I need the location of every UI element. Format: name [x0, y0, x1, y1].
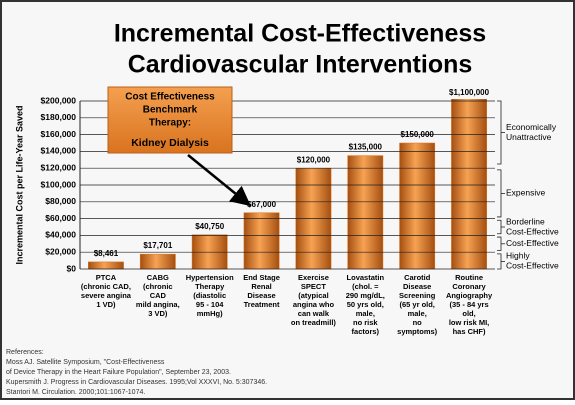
x-tick-label: 95 - 104 [196, 300, 224, 309]
bar [139, 253, 176, 270]
x-tick-label: male, [408, 309, 427, 318]
band-label: Cost-Effective [506, 226, 559, 236]
callout-arrow [187, 154, 251, 207]
x-tick-label: factors) [352, 327, 380, 336]
value-label: $135,000 [349, 143, 383, 152]
x-tick-label: symptoms) [397, 327, 438, 336]
x-tick-label: (chronic CAD, [81, 282, 131, 291]
reference: Stantori M. Circulation. 2000;101:1067-1… [6, 389, 145, 396]
y-tick-label: $140,000 [41, 146, 77, 156]
x-tick-label: male, [356, 309, 375, 318]
x-tick-label: old, [462, 309, 475, 318]
x-tick-label: Therapy [195, 282, 225, 291]
value-label: $40,750 [195, 222, 224, 231]
x-tick-label: End Stage [243, 273, 280, 282]
x-tick-label: low risk MI, [449, 318, 489, 327]
x-tick-label: Renal [251, 282, 271, 291]
x-tick-label: Routine [455, 273, 483, 282]
value-label: $150,000 [401, 130, 435, 139]
x-tick-label: Disease [247, 291, 275, 300]
x-tick-label: 50 yrs old, [347, 300, 384, 309]
band-label: Expensive [506, 188, 545, 198]
x-tick-label: 3 VD) [148, 309, 168, 318]
bar [243, 212, 280, 270]
x-tick-label: has CHF) [453, 327, 486, 336]
reference: References: [6, 349, 44, 356]
y-tick-label: $0 [67, 263, 77, 273]
reference: of Device Therapy in the Heart Failure P… [6, 369, 231, 376]
bar [347, 155, 384, 270]
y-tick-label: $80,000 [45, 196, 76, 206]
x-tick-label: on treadmill) [291, 318, 337, 327]
x-tick-label: Carotid [404, 273, 431, 282]
x-tick-label: severe angina [81, 291, 132, 300]
callout-box [107, 86, 233, 154]
x-tick-label: 290 mg/dL, [346, 291, 385, 300]
x-tick-label: (chol. = [352, 282, 379, 291]
x-tick-label: Lovastatin [347, 273, 385, 282]
x-tick-label: 1 VD) [96, 300, 116, 309]
x-tick-label: mmHg) [197, 309, 223, 318]
bar [451, 99, 487, 270]
value-label: $120,000 [297, 155, 331, 164]
x-tick-label: mild angina, [136, 300, 180, 309]
y-axis-label: Incremental Cost per Life-Year Saved [14, 105, 24, 264]
reference: Kupersmith J. Progress in Cardiovascular… [6, 379, 267, 386]
chart-title: Incremental Cost-Effectiveness [114, 20, 486, 48]
band-label: Cost-Effective [506, 238, 559, 248]
chart-title: Cardiovascular Interventions [128, 51, 473, 79]
x-tick-label: no [413, 318, 423, 327]
band-label: Unattractive [506, 132, 552, 142]
x-tick-label: (35 - 84 yrs [449, 300, 488, 309]
band-label: Highly [506, 251, 530, 261]
band-label: Cost-Effective [506, 261, 559, 271]
reference: Moss AJ. Satellite Symposium, "Cost-Effe… [6, 359, 165, 366]
value-label: $8,461 [94, 249, 119, 258]
x-tick-label: Hypertension [186, 273, 234, 282]
x-tick-label: Exercise [298, 273, 329, 282]
y-tick-label: $20,000 [45, 246, 76, 256]
callout-text: Cost Effectiveness [125, 92, 215, 103]
x-tick-label: (65 yr old, [399, 300, 434, 309]
callout-text: Benchmark [143, 105, 198, 116]
y-tick-label: $40,000 [45, 230, 76, 240]
x-tick-label: no risk [353, 318, 378, 327]
y-tick-label: $60,000 [45, 213, 76, 223]
x-tick-label: Screening [399, 291, 436, 300]
x-tick-label: Angiography [446, 291, 493, 300]
band-label: Borderline [506, 216, 545, 226]
y-tick-label: $120,000 [41, 162, 77, 172]
x-tick-label: CABG [147, 273, 169, 282]
callout-text: Kidney Dialysis [131, 137, 209, 149]
x-tick-label: can walk [298, 309, 330, 318]
y-tick-label: $100,000 [41, 179, 77, 189]
x-tick-label: angina who [293, 300, 335, 309]
band-label: Economically [506, 122, 557, 132]
value-label: $67,000 [247, 200, 276, 209]
y-tick-label: $180,000 [41, 112, 77, 122]
x-tick-label: (atypical [298, 291, 328, 300]
value-label: $17,701 [143, 241, 172, 250]
x-tick-label: Disease [403, 282, 431, 291]
x-tick-label: CAD [150, 291, 167, 300]
x-tick-label: Treatment [244, 300, 280, 309]
x-tick-label: (chronic [143, 282, 173, 291]
bar [399, 142, 436, 270]
bar [88, 261, 124, 270]
callout-text: Therapy: [149, 118, 191, 129]
x-tick-label: (diastolic [193, 291, 226, 300]
x-tick-label: SPECT [301, 282, 326, 291]
y-tick-label: $200,000 [41, 95, 77, 105]
x-tick-label: PTCA [96, 273, 117, 282]
value-label: $1,100,000 [449, 88, 490, 97]
y-tick-label: $160,000 [41, 129, 77, 139]
x-tick-label: Coronary [452, 282, 486, 291]
